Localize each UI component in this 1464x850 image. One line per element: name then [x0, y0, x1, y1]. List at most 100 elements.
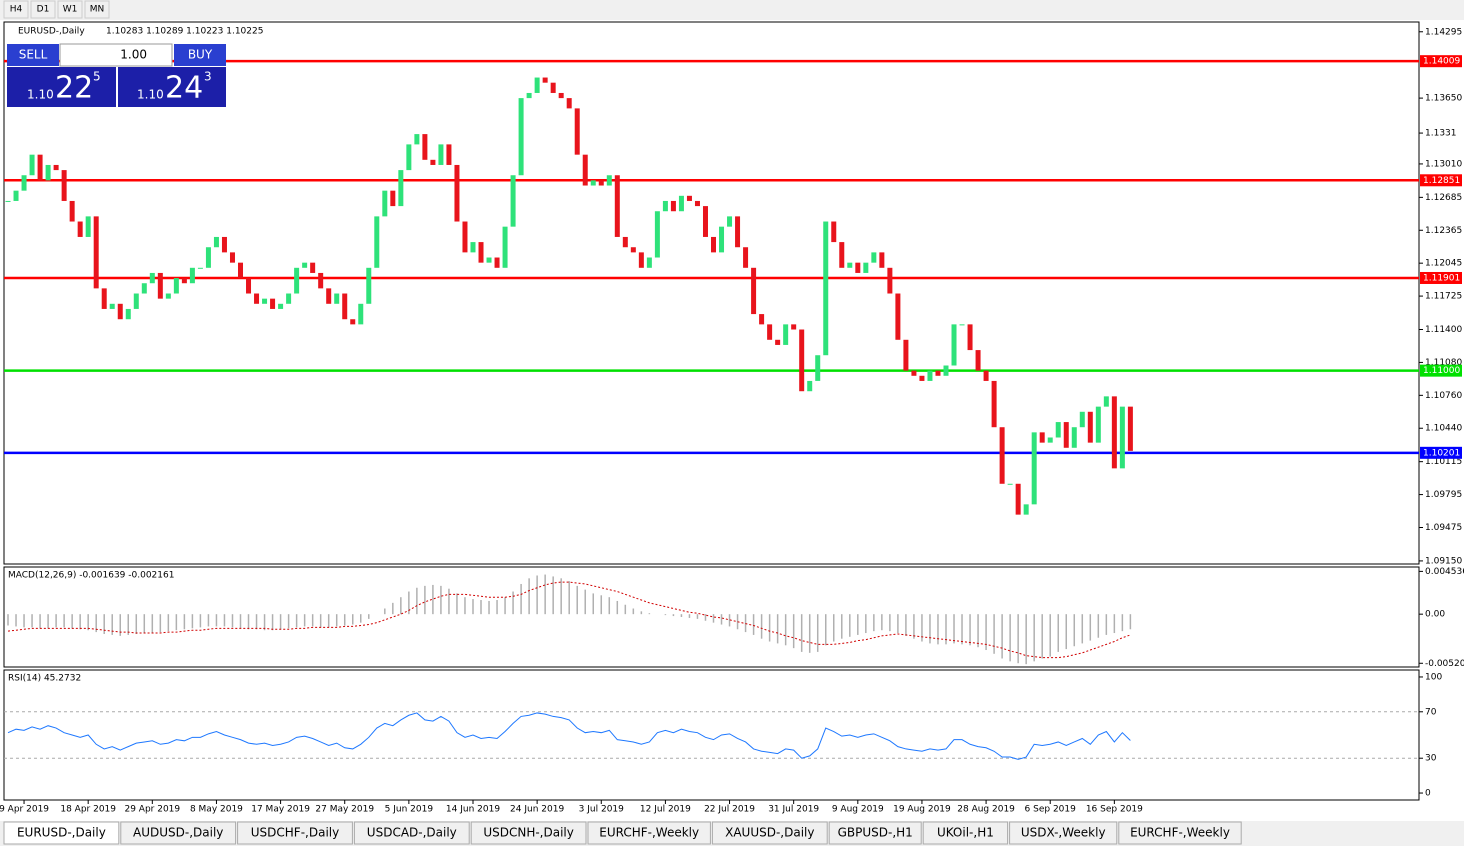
candle: [398, 170, 404, 207]
candle: [406, 144, 412, 171]
candle: [791, 324, 797, 330]
candle: [189, 267, 195, 284]
candle: [638, 252, 644, 268]
timeframe-button[interactable]: [57, 0, 83, 19]
candle: [743, 247, 749, 268]
timeframe-button[interactable]: [3, 0, 29, 19]
y-tick-label: 1.09150: [1425, 556, 1462, 566]
candle: [141, 283, 147, 294]
candle: [334, 293, 340, 304]
chart-tab[interactable]: [120, 821, 237, 845]
timeframe-label[interactable]: W1: [63, 5, 78, 15]
candle: [1119, 406, 1125, 469]
timeframe-label[interactable]: D1: [37, 5, 50, 15]
y-tick-label: 0.004536: [1425, 567, 1464, 577]
candle: [101, 288, 107, 309]
chart-tab-label[interactable]: EURCHF-,Weekly: [599, 826, 699, 840]
candle: [318, 272, 324, 289]
level-label: 1.14009: [1423, 57, 1460, 67]
buy-button[interactable]: [174, 44, 226, 66]
candle: [29, 154, 35, 176]
candle: [847, 262, 853, 268]
chart-tab[interactable]: [470, 821, 587, 845]
chart-tab-label[interactable]: EURCHF-,Weekly: [1130, 826, 1230, 840]
chart-tab[interactable]: [828, 821, 922, 845]
timeframe-label[interactable]: MN: [90, 5, 105, 15]
candle: [815, 355, 821, 381]
buy-label[interactable]: BUY: [188, 48, 213, 62]
pane-title: RSI(14) 45.2732: [8, 674, 81, 684]
candle: [133, 293, 139, 309]
candle: [959, 324, 965, 326]
chart-tab-label[interactable]: USDX-,Weekly: [1021, 826, 1106, 840]
candle: [895, 293, 901, 340]
chart-tab-label[interactable]: UKOil-,H1: [937, 826, 994, 840]
chart-tab-label[interactable]: USDCHF-,Daily: [251, 826, 339, 840]
candle: [582, 154, 588, 186]
candle: [871, 252, 877, 263]
timeframe-label[interactable]: H4: [10, 5, 23, 15]
chart-tab[interactable]: [3, 821, 120, 845]
x-tick-label: 16 Sep 2019: [1086, 805, 1143, 815]
candle: [839, 242, 845, 268]
chart-tab-label[interactable]: AUDUSD-,Daily: [133, 826, 223, 840]
chart-tab-label[interactable]: GBPUSD-,H1: [838, 826, 913, 840]
candle: [879, 252, 885, 268]
candle: [117, 303, 123, 320]
timeframe-button[interactable]: [30, 0, 56, 19]
candle: [558, 92, 564, 99]
chart-tab-label[interactable]: XAUUSD-,Daily: [725, 826, 814, 840]
candle: [45, 164, 51, 181]
candle: [574, 108, 580, 155]
trade-panel: SELL 1.00 BUY 1.10 22 5 1.10 24 3: [7, 43, 226, 107]
timeframe-button[interactable]: [84, 0, 110, 19]
y-tick-label: 30: [1425, 754, 1437, 764]
candle: [1023, 504, 1029, 515]
sell-big: 1.10: [27, 88, 54, 102]
chart-tab-label[interactable]: USDCNH-,Daily: [483, 826, 574, 840]
candle: [430, 159, 436, 165]
lot-value[interactable]: 1.00: [120, 48, 147, 62]
candle: [783, 324, 789, 345]
candle: [967, 324, 973, 351]
chart-tab-label[interactable]: EURUSD-,Daily: [17, 826, 106, 840]
chart-tab[interactable]: [1118, 821, 1242, 845]
chart-tab[interactable]: [711, 821, 828, 845]
level-label-box: [1420, 174, 1462, 187]
candle: [1063, 422, 1069, 448]
candle: [807, 380, 813, 392]
sell-price[interactable]: [7, 67, 116, 107]
candle: [735, 216, 741, 248]
chart-tab[interactable]: [587, 821, 711, 845]
sell-button[interactable]: [7, 44, 59, 66]
candle: [855, 262, 861, 273]
candle: [590, 180, 596, 186]
level-label: 1.11000: [1423, 366, 1460, 376]
candle: [278, 303, 284, 309]
chart-tab[interactable]: [353, 821, 470, 845]
ohlc: 1.10283 1.10289 1.10223 1.10225: [106, 27, 263, 37]
candle: [246, 278, 252, 294]
x-tick-label: 3 Jul 2019: [579, 805, 624, 815]
candle: [77, 221, 83, 237]
candle: [1071, 427, 1077, 448]
y-tick-label: 100: [1425, 672, 1442, 682]
sell-label[interactable]: SELL: [19, 48, 48, 62]
level-label-box: [1420, 364, 1462, 377]
chart-tab[interactable]: [237, 821, 353, 845]
lot-box[interactable]: [59, 43, 173, 67]
chart-tab[interactable]: [1009, 821, 1118, 845]
candle: [21, 175, 27, 191]
candle: [414, 134, 420, 145]
chart-tab[interactable]: [922, 821, 1009, 845]
candle: [654, 211, 660, 258]
candle: [550, 82, 556, 93]
chart-tab-label[interactable]: USDCAD-,Daily: [367, 826, 457, 840]
candle: [983, 370, 989, 381]
buy-price[interactable]: [118, 67, 226, 107]
candle: [462, 221, 468, 253]
level-label: 1.12851: [1423, 176, 1460, 186]
y-tick-label: 1.09795: [1425, 490, 1462, 500]
candle: [213, 236, 219, 248]
